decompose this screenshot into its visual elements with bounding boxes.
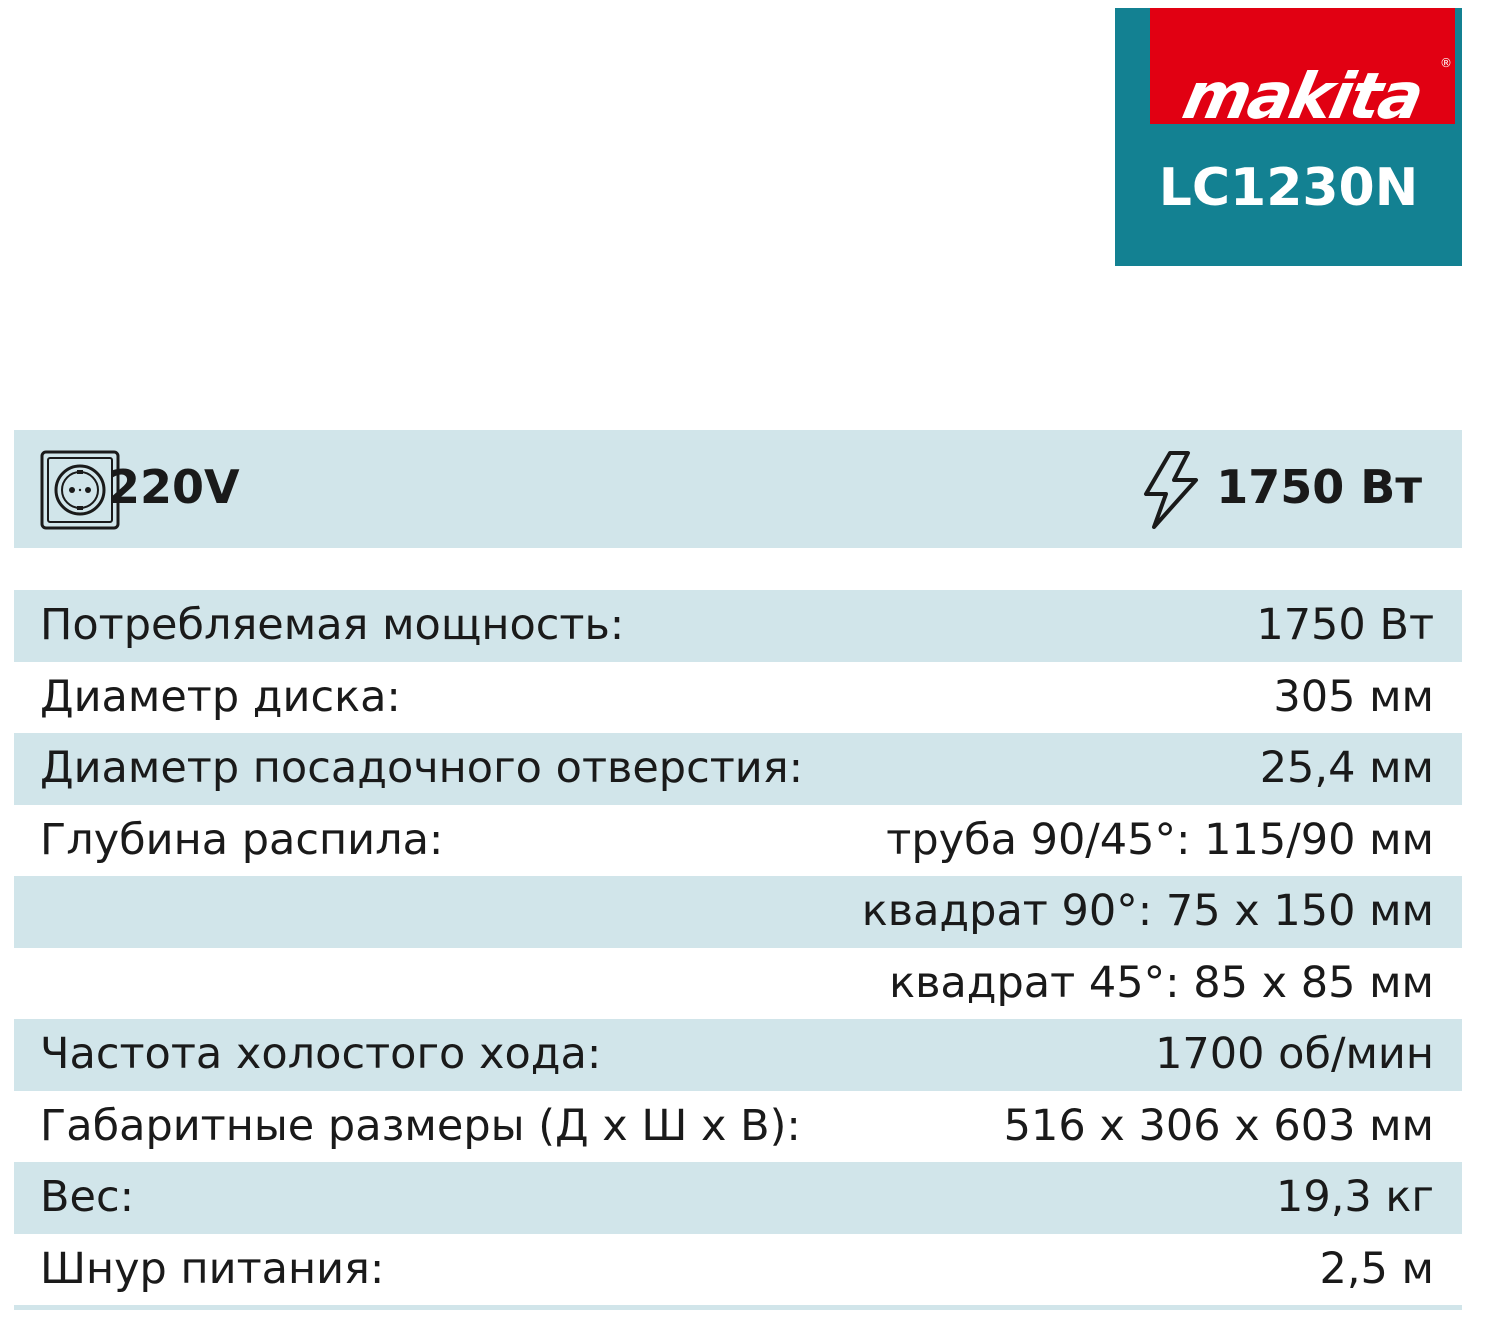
logo-red-band bbox=[1150, 8, 1455, 124]
spec-value: 2,5 м bbox=[1319, 1243, 1435, 1294]
spec-value: 19,3 кг bbox=[1276, 1172, 1434, 1222]
spec-row: Диаметр диска: 305 мм bbox=[14, 662, 1462, 734]
spec-label: Шнур питания: bbox=[40, 1243, 385, 1294]
spec-row: квадрат 45°: 85 x 85 мм bbox=[14, 948, 1462, 1020]
power-socket-icon bbox=[40, 450, 120, 530]
spec-row: Диаметр посадочного отверстия: 25,4 мм bbox=[14, 733, 1462, 805]
model-name: LC1230N bbox=[1158, 158, 1419, 218]
makita-logo: makita ® LC1230N bbox=[1115, 8, 1462, 266]
spec-value: 25,4 мм bbox=[1259, 743, 1434, 793]
spec-label: Глубина распила: bbox=[40, 814, 444, 865]
spec-value: 305 мм bbox=[1273, 671, 1434, 722]
spec-label: Диаметр диска: bbox=[40, 671, 401, 722]
spec-value: квадрат 45°: 85 x 85 мм bbox=[889, 957, 1434, 1008]
spec-row: Потребляемая мощность: 1750 Вт bbox=[14, 590, 1462, 662]
power-value: 1750 Вт bbox=[1216, 460, 1422, 514]
voltage-value: 220V bbox=[108, 460, 240, 514]
spec-value: 516 x 306 x 603 мм bbox=[1003, 1100, 1434, 1151]
spec-value: квадрат 90°: 75 x 150 мм bbox=[861, 886, 1434, 936]
spec-row: квадрат 90°: 75 x 150 мм bbox=[14, 876, 1462, 948]
table-end-divider bbox=[14, 1305, 1462, 1310]
spec-label: Потребляемая мощность: bbox=[40, 600, 625, 650]
spec-value: труба 90/45°: 115/90 мм bbox=[886, 814, 1434, 865]
spec-label: Вес: bbox=[40, 1172, 135, 1222]
spec-row: Частота холостого хода: 1700 об/мин bbox=[14, 1019, 1462, 1091]
spec-label: Частота холостого хода: bbox=[40, 1029, 602, 1079]
spec-row: Шнур питания: 2,5 м bbox=[14, 1234, 1462, 1306]
logo-brand: makita bbox=[1176, 70, 1429, 124]
lightning-bolt-icon bbox=[1144, 451, 1198, 529]
spec-label: Диаметр посадочного отверстия: bbox=[40, 743, 804, 793]
spec-value: 1750 Вт bbox=[1256, 600, 1434, 650]
registered-mark: ® bbox=[1440, 56, 1452, 70]
spec-label: Габаритные размеры (Д х Ш х В): bbox=[40, 1100, 801, 1151]
spec-row: Габаритные размеры (Д х Ш х В): 516 x 306… bbox=[14, 1091, 1462, 1163]
spec-table: Потребляемая мощность: 1750 Вт Диаметр ди… bbox=[14, 590, 1462, 1310]
spec-row: Глубина распила: труба 90/45°: 115/90 мм bbox=[14, 805, 1462, 877]
power-banner: 220V 1750 Вт bbox=[14, 430, 1462, 548]
spec-value: 1700 об/мин bbox=[1155, 1029, 1434, 1079]
spec-row: Вес: 19,3 кг bbox=[14, 1162, 1462, 1234]
